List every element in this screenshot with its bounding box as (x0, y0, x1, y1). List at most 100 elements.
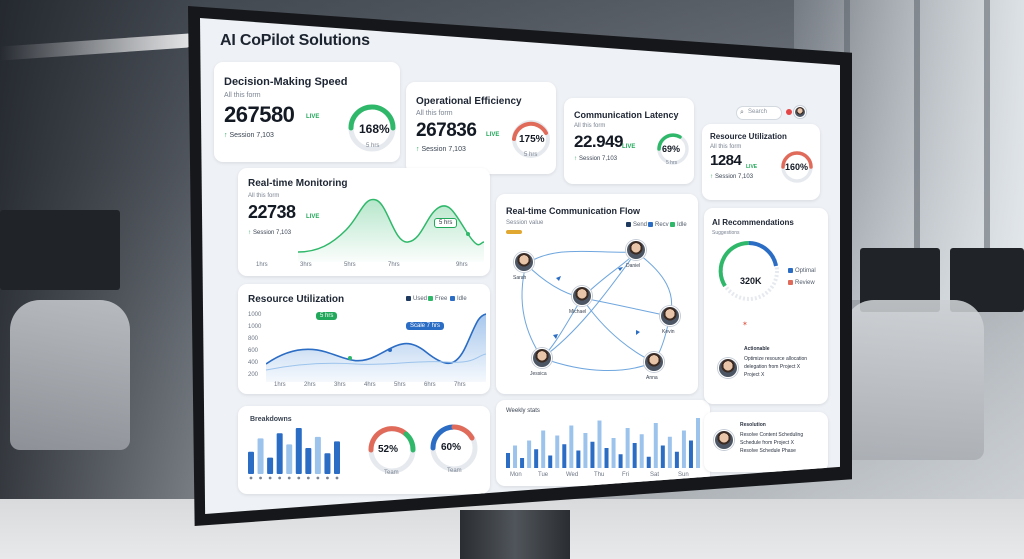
activity-bar (569, 425, 574, 468)
search-input[interactable]: ⌕ Search (736, 106, 782, 120)
mini-bar-dot (249, 476, 253, 480)
kpi-gauge (781, 151, 813, 183)
activity-bar (681, 430, 686, 468)
communication-flow-card[interactable]: Real-time Communication Flow Session val… (496, 194, 698, 394)
network-node-avatar[interactable] (626, 240, 646, 260)
activity-bar (660, 445, 665, 468)
activity-bar (506, 453, 510, 468)
monitor-stand (460, 510, 570, 559)
recommendation-line: Project X (744, 372, 765, 378)
search-placeholder: Search (748, 109, 768, 115)
network-node-label: Kevin (662, 329, 675, 335)
kpi-title: Resource Utilization (710, 132, 787, 141)
mini-bar (248, 451, 254, 474)
resolution-avatar (714, 430, 734, 450)
activity-bar (548, 455, 553, 468)
activity-bar (611, 438, 616, 468)
breakdown-gauge-2 (430, 424, 478, 472)
resource-area-chart (266, 313, 486, 382)
activity-bar-chart (506, 418, 700, 468)
network-node-avatar[interactable] (572, 286, 592, 306)
kpi-value: 267580 (224, 102, 295, 127)
mini-bar (276, 433, 283, 474)
x-tick: Mon (510, 472, 522, 478)
mini-bar-dot (259, 476, 262, 480)
mini-bar-dot (306, 476, 310, 480)
legend-send: Send (626, 222, 647, 228)
activity-bar (632, 443, 637, 468)
breakdown-gauge-2-sub: Team (447, 468, 462, 474)
kpi-gauge-value: 160% (785, 162, 809, 172)
network-node-avatar[interactable] (532, 348, 552, 368)
kpi-card-operational-efficiency[interactable]: Operational Efficiency All this form 267… (406, 82, 556, 174)
card-value: 22738 (248, 202, 296, 222)
activity-bar (696, 418, 700, 468)
mini-bar (334, 441, 340, 474)
x-tick: 1hrs (256, 262, 268, 268)
kpi-title: Decision-Making Speed (224, 76, 348, 88)
x-tick: Sat (650, 472, 660, 478)
y-tick: 400 (248, 360, 259, 366)
legend-review: Review (788, 280, 815, 286)
activity-bar (688, 440, 693, 468)
y-tick: 1000 (248, 324, 262, 330)
x-tick: Fri (622, 472, 629, 478)
kpi-value: 267836 (416, 120, 477, 141)
card-title: AI Recommendations (712, 218, 794, 227)
network-node-label: Sarah (513, 275, 527, 281)
network-node-avatar[interactable] (514, 252, 534, 272)
activity-bar (667, 436, 672, 468)
kpi-value: 1284 (710, 152, 742, 169)
card-title: Breakdowns (250, 416, 292, 423)
activity-chart-card[interactable]: Weekly stats Mon Tue Wed Thu Fri Sat Sun (496, 400, 710, 486)
kpi-title: Operational Efficiency (416, 96, 522, 107)
activity-bar (597, 420, 602, 468)
x-tick: 2hrs (304, 382, 316, 388)
ai-recommendations-card[interactable]: AI Recommendations Suggestions 320K Opti… (704, 208, 828, 404)
kpi-card-resource-utilization[interactable]: Resource Utilization All this form 1284 … (702, 124, 820, 200)
x-tick: 9hrs (456, 262, 468, 268)
realtime-line-chart (298, 198, 484, 262)
activity-bar (604, 448, 609, 468)
resolution-line: Resolve Content Scheduling (740, 432, 804, 438)
activity-bar (583, 433, 588, 468)
realtime-monitoring-card[interactable]: Real-time Monitoring All this form 22738… (238, 168, 490, 276)
mini-bar (295, 428, 302, 474)
resource-utilization-card[interactable]: Resource Utilization Used Free Idle 1000… (238, 284, 490, 394)
mini-bar (267, 457, 274, 474)
breakdown-gauge-1-value: 52% (378, 444, 399, 455)
network-node-label: Daniel (626, 263, 641, 269)
legend-free: Free (428, 296, 447, 302)
kpi-card-decision-speed[interactable]: Decision-Making Speed All this form 2675… (214, 62, 400, 162)
kpi-live-badge: LIVE (746, 164, 758, 170)
x-tick: 1hrs (274, 382, 286, 388)
network-node-avatar[interactable] (644, 352, 664, 372)
kpi-subtitle: All this form (416, 110, 453, 117)
kpi-card-communication-latency[interactable]: Communication Latency All this form 22.9… (564, 98, 694, 184)
ai-resolution-card[interactable]: Resolution Resolve Content Scheduling Sc… (704, 412, 828, 472)
ai-gauge-value: 320K (740, 276, 762, 286)
card-live-badge: LIVE (306, 214, 320, 220)
kpi-gauge (512, 120, 550, 158)
breakdown-card[interactable]: Breakdowns 52% Team 60% Team (238, 406, 490, 494)
legend-used: Used (406, 296, 427, 302)
kpi-gauge-sub: 5 hrs (666, 160, 678, 166)
recommendation-header: Actionable (744, 346, 770, 352)
chart-tag-green: 5 hrs (316, 312, 338, 320)
mini-bar-dot (297, 476, 301, 480)
kpi-live-badge: LIVE (306, 114, 320, 120)
card-title: Resource Utilization (248, 294, 345, 305)
network-node-avatar[interactable] (660, 306, 680, 326)
card-subtitle: Session value (506, 220, 544, 226)
x-tick: Tue (538, 472, 549, 478)
kpi-note: ↑ Session 7,103 (710, 174, 754, 180)
kpi-live-badge: LIVE (622, 144, 636, 150)
legend-recv: Recv (648, 222, 669, 228)
resolution-line: Schedule from Project X (740, 440, 794, 446)
kpi-gauge (348, 104, 396, 152)
mini-bar (286, 444, 293, 474)
kpi-title: Communication Latency (574, 110, 679, 120)
user-avatar[interactable] (794, 106, 806, 118)
notification-icon[interactable] (786, 109, 792, 115)
kpi-gauge-sub: 5 hrs (366, 143, 380, 149)
